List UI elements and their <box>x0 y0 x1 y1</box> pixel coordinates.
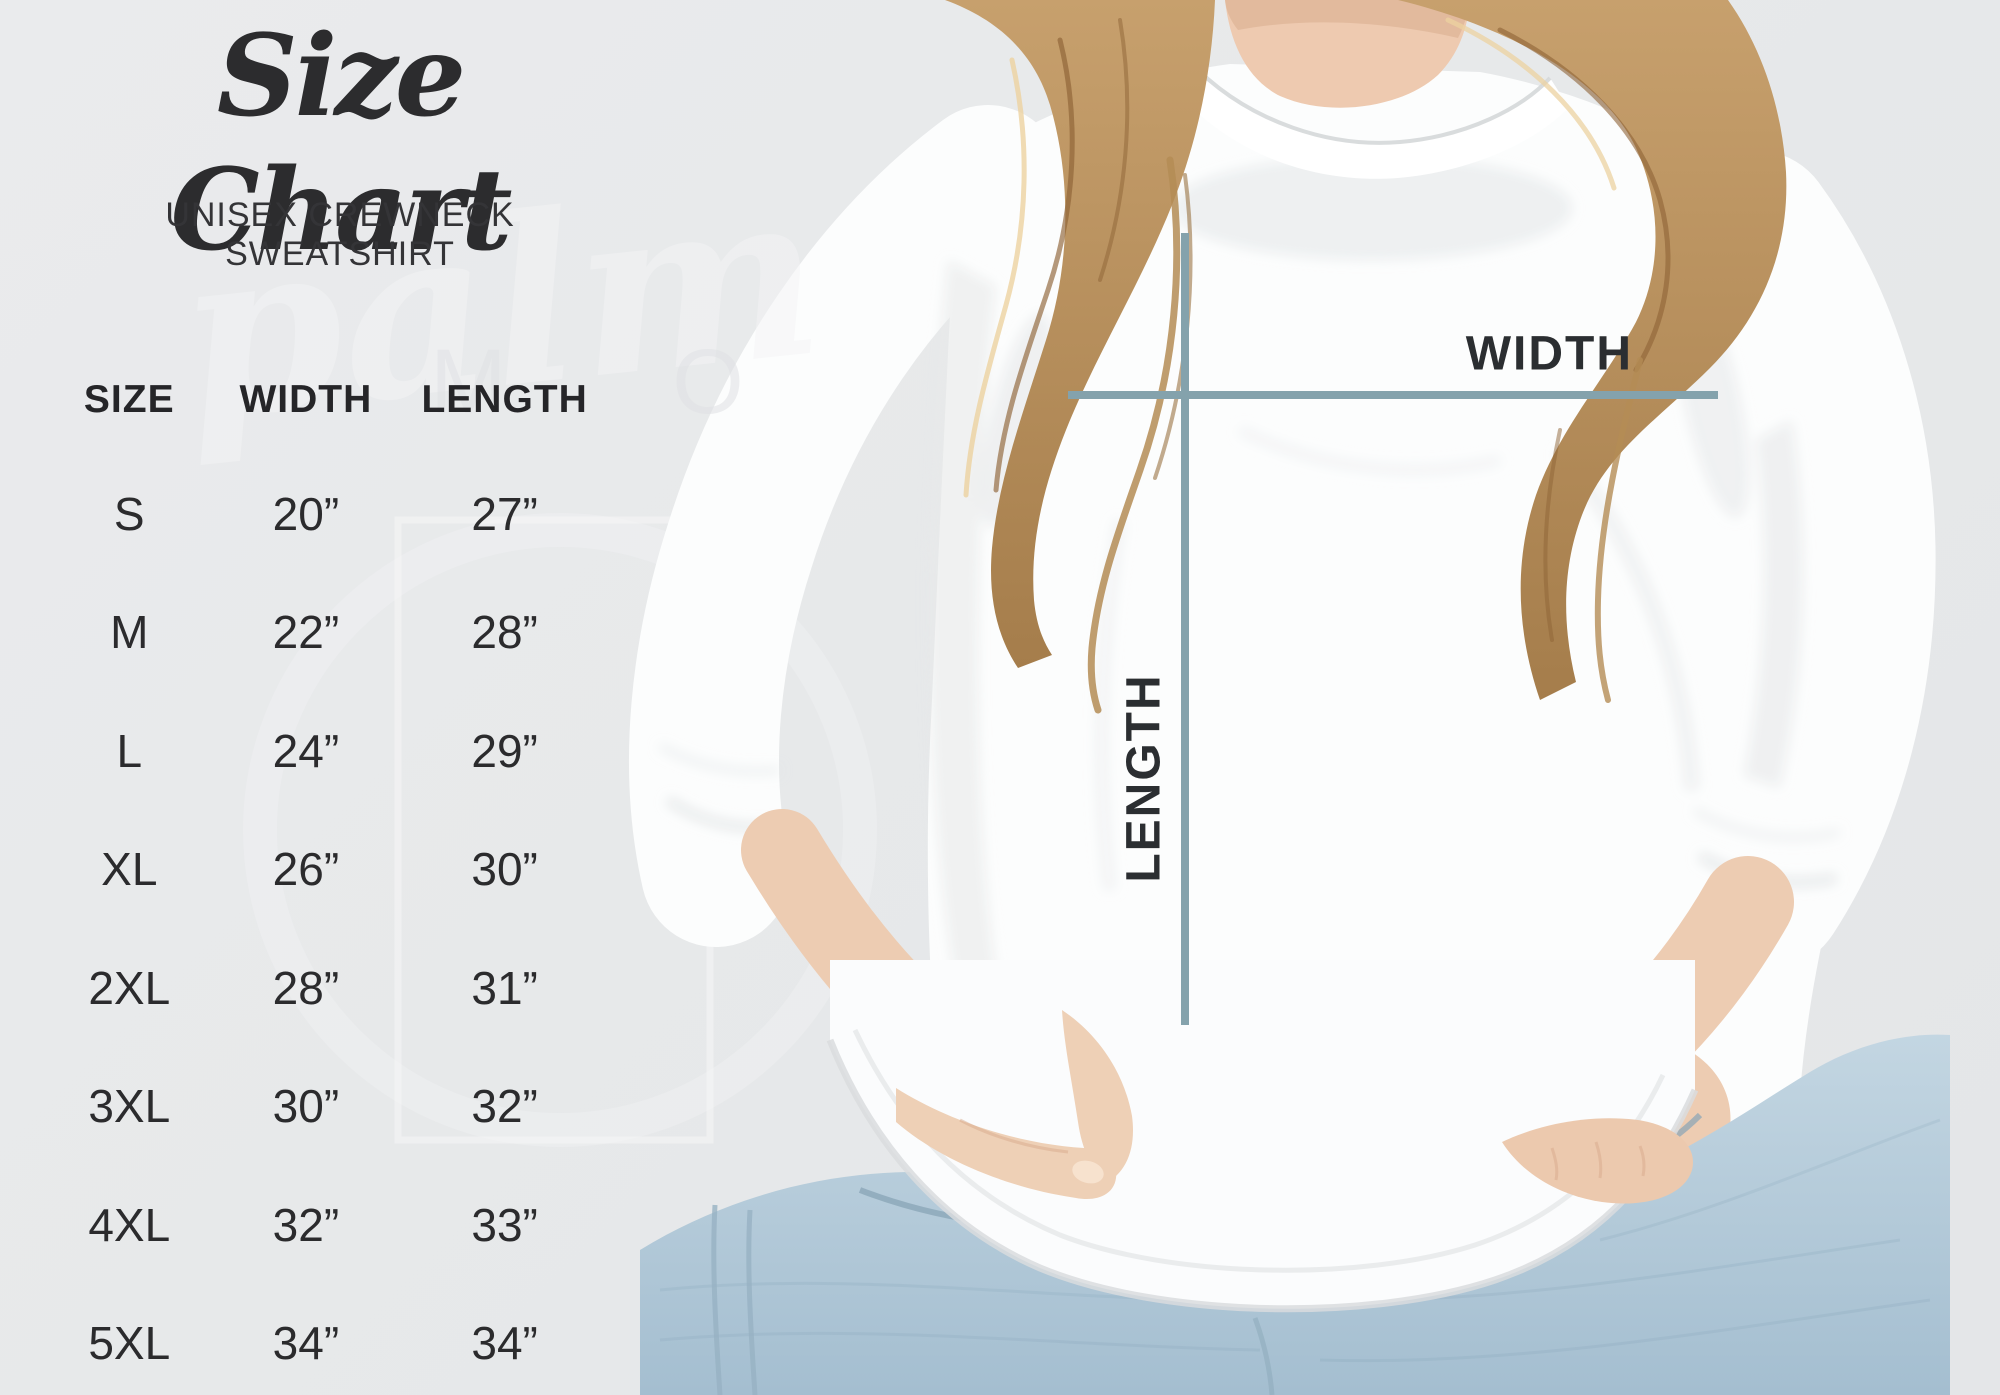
cell-width: 30” <box>272 1080 340 1132</box>
table-row: 2XL 28” 31” <box>52 961 604 1015</box>
cell-width: 28” <box>272 961 340 1014</box>
cell-size: 2XL <box>88 961 171 1014</box>
table-row: L 24” 29” <box>52 724 604 778</box>
cell-width: 24” <box>272 724 340 777</box>
right-hand-knuckles-illustration <box>1502 1118 1693 1204</box>
table-header-row: SIZE WIDTH LENGTH <box>52 378 604 422</box>
cell-length: 34” <box>471 1317 538 1369</box>
cell-width: 26” <box>272 843 340 895</box>
cell-length: 27” <box>471 487 538 540</box>
table-row: S 20” 27” <box>52 487 604 541</box>
header-cell-width: WIDTH <box>239 378 373 421</box>
page-subtitle: UNISEX CREWNECK SWEATSHIRT <box>165 196 515 273</box>
left-hand-fingers-illustration <box>896 1010 1133 1200</box>
size-chart-panel: Size Chart UNISEX CREWNECK SWEATSHIRT SI… <box>0 0 640 1395</box>
cell-width: 20” <box>272 487 340 540</box>
jeans-illustration <box>640 1034 1950 1395</box>
cell-width: 34” <box>272 1317 340 1369</box>
cell-size: L <box>116 724 143 777</box>
width-label: WIDTH <box>1465 327 1633 381</box>
collar-illustration <box>1186 68 1568 179</box>
table-row: 5XL 34” 34” <box>52 1316 604 1370</box>
cell-size: XL <box>101 843 158 895</box>
length-label: LENGTH <box>1117 673 1171 883</box>
cell-length: 30” <box>471 843 538 895</box>
size-table: SIZE WIDTH LENGTH S 20” 27” M 22” 28” L … <box>52 378 604 1370</box>
cell-length: 31” <box>471 961 538 1014</box>
cell-size: 5XL <box>88 1317 171 1369</box>
cell-width: 32” <box>272 1198 340 1251</box>
cell-length: 32” <box>471 1080 538 1132</box>
length-measure-line <box>1181 233 1189 1025</box>
page-title: Size Chart <box>170 11 513 277</box>
cell-width: 22” <box>272 606 340 658</box>
hair-right-illustration <box>1398 0 1787 703</box>
cell-length: 29” <box>471 724 538 777</box>
hair-left-illustration <box>945 0 1215 714</box>
table-row: XL 26” 30” <box>52 842 604 896</box>
cell-length: 28” <box>471 606 538 658</box>
table-row: M 22” 28” <box>52 605 604 659</box>
header-cell-length: LENGTH <box>421 378 588 421</box>
sweatshirt-hem-illustration <box>826 960 1699 1313</box>
cell-size: 4XL <box>88 1198 171 1251</box>
header-cell-size: SIZE <box>83 378 175 421</box>
cell-size: S <box>113 487 145 540</box>
table-row: 3XL 30” 32” <box>52 1079 604 1133</box>
cell-size: M <box>110 606 149 658</box>
width-measure-line <box>1068 391 1718 399</box>
cell-size: 3XL <box>88 1080 171 1132</box>
neck-illustration <box>1225 0 1470 108</box>
cell-length: 33” <box>471 1198 538 1251</box>
table-row: 4XL 32” 33” <box>52 1198 604 1252</box>
